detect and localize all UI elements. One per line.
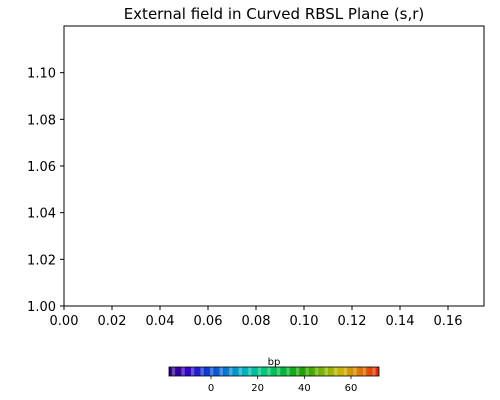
x-tick-label: 0.12	[338, 314, 367, 329]
colorbar-label: bp	[268, 357, 281, 368]
colorbar-band-highlight	[362, 367, 367, 376]
x-tick-label: 0.10	[290, 314, 319, 329]
y-axis: 1.00 1.02 1.04 1.06 1.08 1.10	[27, 67, 64, 315]
colorbar-band-highlight	[200, 367, 204, 376]
colorbar-band-highlight	[257, 367, 262, 376]
colorbar-band-highlight	[229, 367, 233, 376]
colorbar-band-highlight	[372, 367, 376, 376]
x-tick-label: 0.08	[242, 314, 271, 329]
y-tick-label: 1.02	[27, 253, 56, 268]
colorbar-band-highlight	[248, 367, 252, 376]
colorbar-band-highlight	[334, 367, 338, 376]
x-tick-label: 0.04	[146, 314, 175, 329]
x-tick-label: 0.06	[194, 314, 223, 329]
x-tick-label: 0.16	[434, 314, 463, 329]
colorbar-band-highlight	[343, 367, 348, 376]
colorbar-band-highlight	[181, 367, 185, 376]
colorbar-band-highlight	[315, 367, 319, 376]
colorbar-band-highlight	[353, 367, 357, 376]
colorbar-band-highlight	[210, 367, 214, 376]
colorbar-band-highlight	[295, 367, 300, 376]
chart-title: External field in Curved RBSL Plane (s,r…	[124, 5, 425, 23]
colorbar-band-highlight	[276, 367, 281, 376]
plot-area	[63, 25, 485, 307]
x-tick-label: 0.02	[98, 314, 127, 329]
colorbar-band-highlight	[219, 367, 223, 376]
colorbar: bp 0 20 40 60	[168, 357, 380, 394]
x-tick-label: 0.14	[386, 314, 415, 329]
y-tick-label: 1.06	[27, 160, 56, 175]
colorbar-tick-label: 40	[298, 383, 311, 394]
colorbar-band-highlight	[171, 367, 176, 376]
x-tick-label: 0.00	[50, 314, 79, 329]
y-tick-label: 1.10	[27, 67, 56, 82]
colorbar-band-highlight	[267, 367, 271, 376]
colorbar-tick-label: 60	[345, 383, 358, 394]
x-axis: 0.00 0.02 0.04 0.06 0.08 0.10 0.12 0.14 0.16	[50, 306, 463, 329]
colorbar-band-highlight	[324, 367, 328, 376]
colorbar-tick-label: 20	[251, 383, 264, 394]
y-tick-label: 1.08	[27, 113, 56, 128]
colorbar-band-highlight	[305, 367, 309, 376]
colorbar-band-highlight	[190, 367, 195, 376]
colorbar-tick-label: 0	[208, 383, 214, 394]
y-tick-label: 1.04	[27, 207, 56, 222]
colorbar-band-highlight	[286, 367, 290, 376]
colorbar-band-highlight	[238, 367, 243, 376]
colorbar-gradient	[168, 366, 380, 377]
y-tick-label: 1.00	[27, 300, 56, 315]
